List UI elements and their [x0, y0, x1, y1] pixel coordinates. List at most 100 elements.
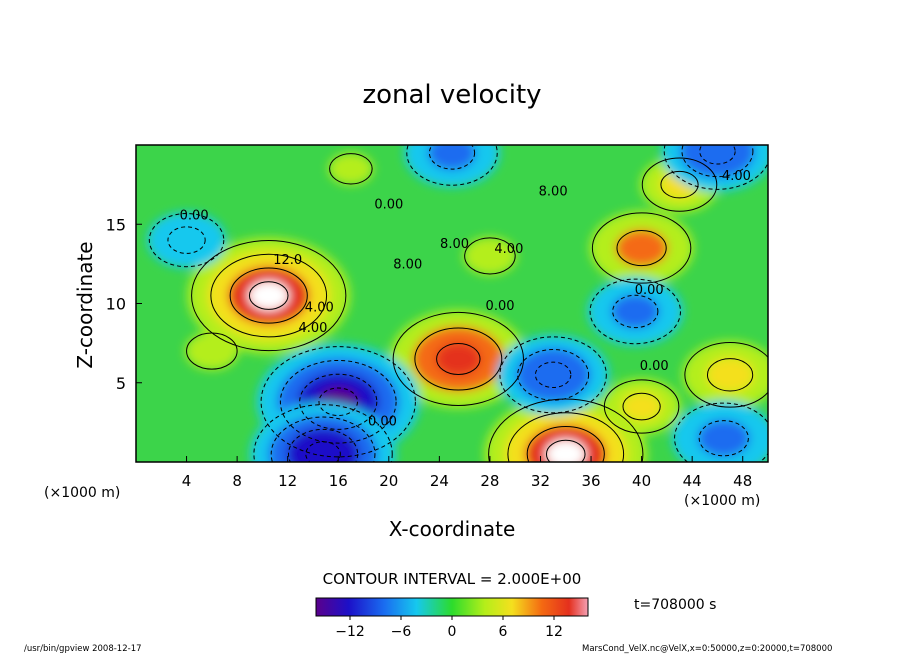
contour-value-label: 0.00	[368, 415, 397, 430]
contour-value-label: 0.00	[640, 359, 669, 374]
field-region	[304, 441, 342, 462]
field-region	[328, 152, 374, 185]
x-tick-label: 48	[733, 472, 752, 490]
contour-line	[681, 145, 754, 178]
x-tick-label: 32	[531, 472, 550, 490]
x-tick-layer: 4 8 12 16 20 24 28 32 36 40 44 48	[182, 456, 752, 490]
contour-line	[499, 336, 607, 414]
contour-line	[318, 387, 359, 417]
y-tick-label: 5	[116, 374, 126, 393]
field-region	[166, 226, 207, 255]
contour-line	[270, 416, 376, 462]
contour-line	[210, 253, 328, 338]
contour-line	[406, 145, 498, 186]
time-text: t=708000 s	[634, 597, 716, 613]
contour-line	[186, 332, 238, 370]
contour-line	[526, 426, 605, 462]
contour-line	[507, 412, 625, 462]
contour-line	[684, 342, 768, 408]
footer-right: MarsCond_VelX.nc@VelX,x=0:50000,z=0:2000…	[582, 644, 832, 654]
contour-line	[428, 145, 476, 170]
contour-line	[660, 170, 699, 199]
field-region	[622, 392, 662, 421]
x-tick-label: 8	[232, 472, 242, 490]
footer-left: /usr/bin/gpview 2008-12-17	[24, 644, 142, 654]
contour-line	[260, 346, 416, 458]
contour-line	[288, 428, 359, 462]
x-tick-label: 20	[379, 472, 398, 490]
y-tick-layer: 5 10 15	[106, 215, 142, 393]
contour-value-label: 0.00	[486, 299, 515, 314]
field-region	[185, 332, 239, 371]
x-tick-label: 16	[329, 472, 348, 490]
x-tick-label: 24	[430, 472, 449, 490]
field-layer	[147, 145, 768, 462]
contour-line	[414, 327, 503, 391]
x-tick-label: 12	[278, 472, 297, 490]
contour-value-label: 8.00	[539, 185, 568, 200]
field-region	[706, 357, 754, 392]
contour-line	[517, 348, 590, 401]
field-region	[463, 236, 517, 275]
field-region	[545, 439, 587, 462]
contour-value-label: 0.00	[374, 197, 403, 212]
contour-line	[674, 402, 768, 462]
y-tick-label: 15	[106, 215, 126, 234]
field-region	[428, 145, 476, 170]
x-unit-note-right: (×1000 m)	[684, 493, 760, 509]
field-region	[435, 342, 482, 376]
x-unit-note-left: (×1000 m)	[44, 485, 120, 501]
contour-line	[279, 359, 397, 444]
contour-line	[436, 342, 481, 375]
colorbar-tick-label: 6	[499, 624, 508, 640]
field-region	[248, 281, 290, 311]
x-axis-label: X-coordinate	[389, 517, 516, 541]
contour-value-label: 0.00	[635, 283, 664, 298]
y-tick-label: 10	[106, 295, 126, 314]
colorbar-tick-label: 0	[448, 624, 457, 640]
contour-value-label: 12.0	[273, 253, 302, 268]
chart-title: zonal velocity	[362, 80, 541, 110]
contour-line	[148, 213, 225, 268]
colorbar-tick-label: 12	[545, 624, 563, 640]
contour-value-label: 0.00	[180, 208, 209, 223]
contour-line	[191, 239, 347, 352]
contour-line	[622, 392, 661, 421]
colorbar-tick-label: −6	[391, 624, 412, 640]
field-region	[611, 294, 660, 329]
contour-line	[534, 361, 572, 388]
contour-value-label: 8.00	[393, 258, 422, 273]
x-tick-label: 28	[480, 472, 499, 490]
field-region	[615, 229, 668, 267]
contour-line	[464, 237, 516, 275]
contour-value-label: 4.00	[494, 242, 523, 257]
contour-line	[591, 212, 692, 284]
field-region	[534, 361, 572, 389]
contour-value-label: 4.00	[298, 321, 327, 336]
x-tick-label: 4	[182, 472, 192, 490]
contour-line	[248, 281, 289, 310]
colorbar	[315, 597, 589, 617]
contour-line	[698, 420, 749, 457]
contour-interval-text: CONTOUR INTERVAL = 2.000E+00	[323, 570, 582, 588]
colorbar-tick-layer: −12 −6 0 6 12	[335, 616, 563, 640]
contour-line	[299, 373, 378, 430]
contour-value-label: 4.00	[722, 169, 751, 184]
contour-line	[641, 157, 718, 212]
contour-line	[589, 278, 682, 345]
field-region	[697, 419, 750, 457]
colorbar-tick-label: −12	[335, 624, 365, 640]
contour-line	[392, 311, 524, 407]
contour-line	[706, 358, 754, 392]
contour-line	[699, 145, 736, 165]
field-region	[698, 145, 737, 165]
contour-line	[616, 229, 667, 267]
contour-value-label: 8.00	[440, 237, 469, 252]
contour-line	[612, 294, 659, 329]
contour-label-layer: 0.00 12.0 8.00 4.00 0.00 8.00 4.00 8.00 0.00 0.00…	[180, 169, 751, 430]
contour-line	[253, 404, 393, 462]
x-tick-label: 36	[581, 472, 600, 490]
contour-line	[545, 439, 586, 462]
x-tick-label: 44	[683, 472, 702, 490]
